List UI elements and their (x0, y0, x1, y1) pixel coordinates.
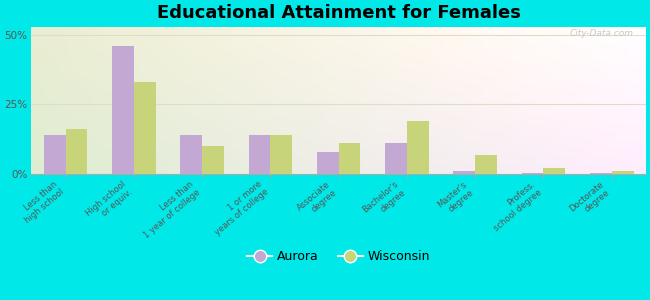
Bar (453, 171, 475, 174)
Bar (521, 172, 543, 174)
Bar (475, 154, 497, 174)
Bar (112, 46, 134, 174)
Bar (407, 121, 429, 174)
Bar (202, 146, 224, 174)
Title: Educational Attainment for Females: Educational Attainment for Females (157, 4, 521, 22)
Text: City-Data.com: City-Data.com (569, 29, 634, 38)
Bar (66, 130, 88, 174)
Bar (180, 135, 202, 174)
Bar (590, 173, 612, 174)
Bar (543, 168, 566, 174)
Bar (317, 152, 339, 174)
Bar (612, 171, 634, 174)
Bar (134, 82, 156, 174)
Bar (248, 135, 270, 174)
Bar (270, 135, 292, 174)
Bar (44, 135, 66, 174)
Bar (339, 143, 361, 174)
Bar (385, 143, 407, 174)
Legend: Aurora, Wisconsin: Aurora, Wisconsin (242, 245, 435, 268)
